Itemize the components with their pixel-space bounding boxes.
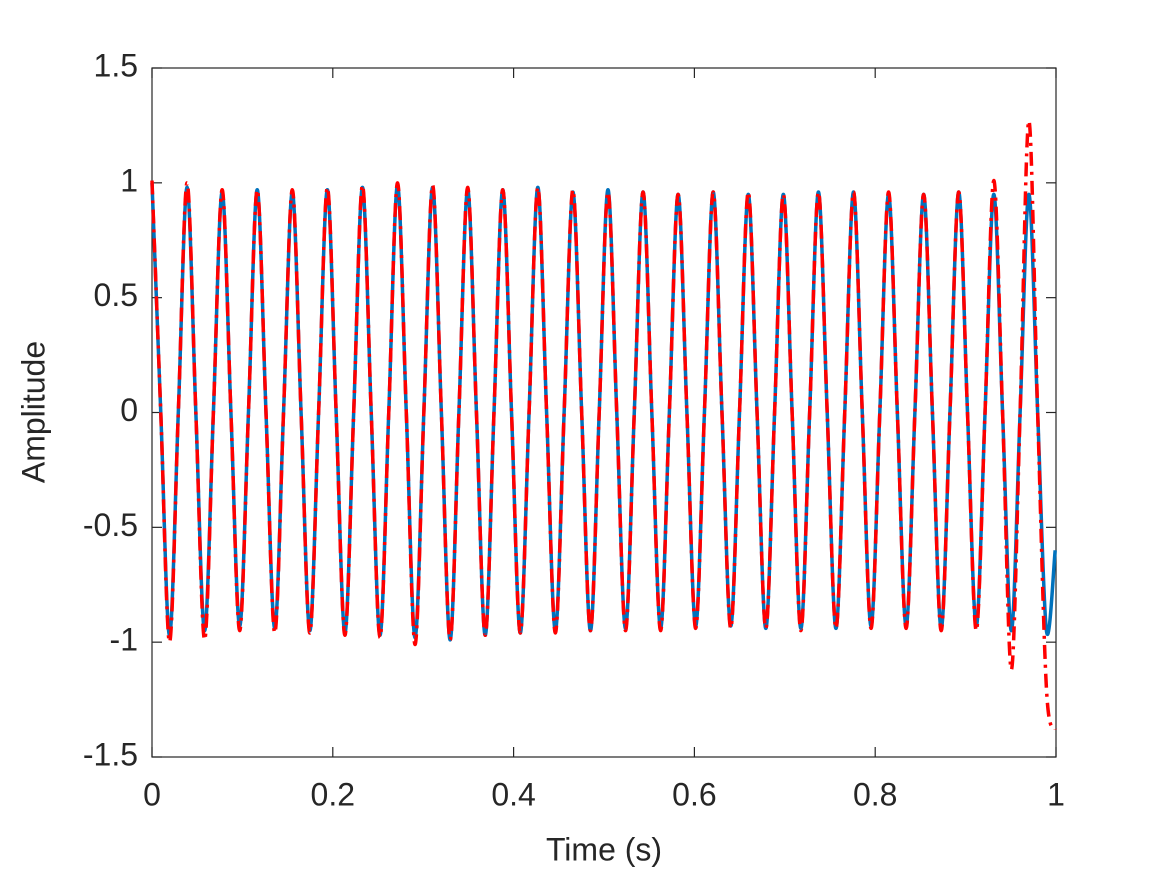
x-tick-label: 0 (143, 776, 161, 812)
y-tick-label: -1.5 (83, 736, 138, 772)
x-tick-label: 0.4 (491, 776, 535, 812)
y-axis-label: Amplitude (15, 341, 51, 483)
x-tick-label: 0.2 (311, 776, 355, 812)
x-tick-label: 0.6 (672, 776, 716, 812)
y-tick-label: 1.5 (94, 47, 138, 83)
series-line (150, 119, 1057, 731)
x-tick-label: 1 (1047, 776, 1065, 812)
y-tick-label: -0.5 (83, 507, 138, 543)
y-tick-label: 1 (120, 162, 138, 198)
x-axis-label: Time (s) (546, 831, 662, 867)
y-tick-label: -1 (110, 622, 138, 658)
plot-frame (151, 67, 1057, 758)
y-tick-label: 0 (120, 392, 138, 428)
x-tick-label: 0.8 (853, 776, 897, 812)
y-tick-label: 0.5 (94, 277, 138, 313)
